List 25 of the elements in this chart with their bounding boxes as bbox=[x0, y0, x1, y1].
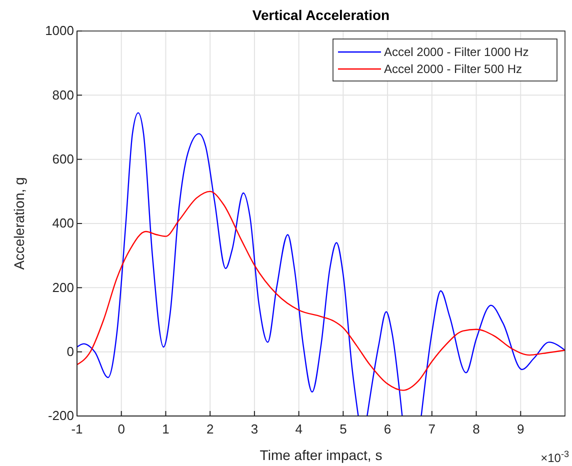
x-tick-label: 8 bbox=[472, 421, 480, 436]
y-tick-label: 0 bbox=[66, 344, 74, 359]
legend-label: Accel 2000 - Filter 500 Hz bbox=[384, 62, 522, 76]
x-tick-label: 1 bbox=[162, 421, 170, 436]
y-tick-label: 800 bbox=[52, 87, 74, 102]
x-tick-label: 2 bbox=[206, 421, 214, 436]
line-series bbox=[77, 190, 565, 391]
x-tick-label: 0 bbox=[118, 421, 125, 436]
y-tick-label: 200 bbox=[52, 280, 74, 295]
y-axis-title: Acceleration, g bbox=[11, 177, 27, 270]
x-tick-label: 6 bbox=[384, 421, 392, 436]
x-tick-label: 4 bbox=[295, 421, 302, 436]
legend-label: Accel 2000 - Filter 1000 Hz bbox=[384, 45, 529, 59]
x-axis-title: Time after impact, s bbox=[260, 447, 382, 463]
x-tick-label: 7 bbox=[428, 421, 436, 436]
text: ×10$^{-3}$ bbox=[540, 449, 569, 465]
x-tick-label: 9 bbox=[517, 421, 524, 436]
y-tick-label: 400 bbox=[52, 216, 74, 231]
y-tick-label: -200 bbox=[48, 408, 74, 424]
x-tick-label: -1 bbox=[71, 421, 83, 436]
x-tick-label: 3 bbox=[250, 421, 258, 436]
x-tick-label: 5 bbox=[340, 421, 347, 436]
y-tick-label: 600 bbox=[52, 151, 74, 166]
y-tick-label: 1000 bbox=[45, 23, 74, 38]
chart-title: Vertical Acceleration bbox=[252, 7, 390, 23]
